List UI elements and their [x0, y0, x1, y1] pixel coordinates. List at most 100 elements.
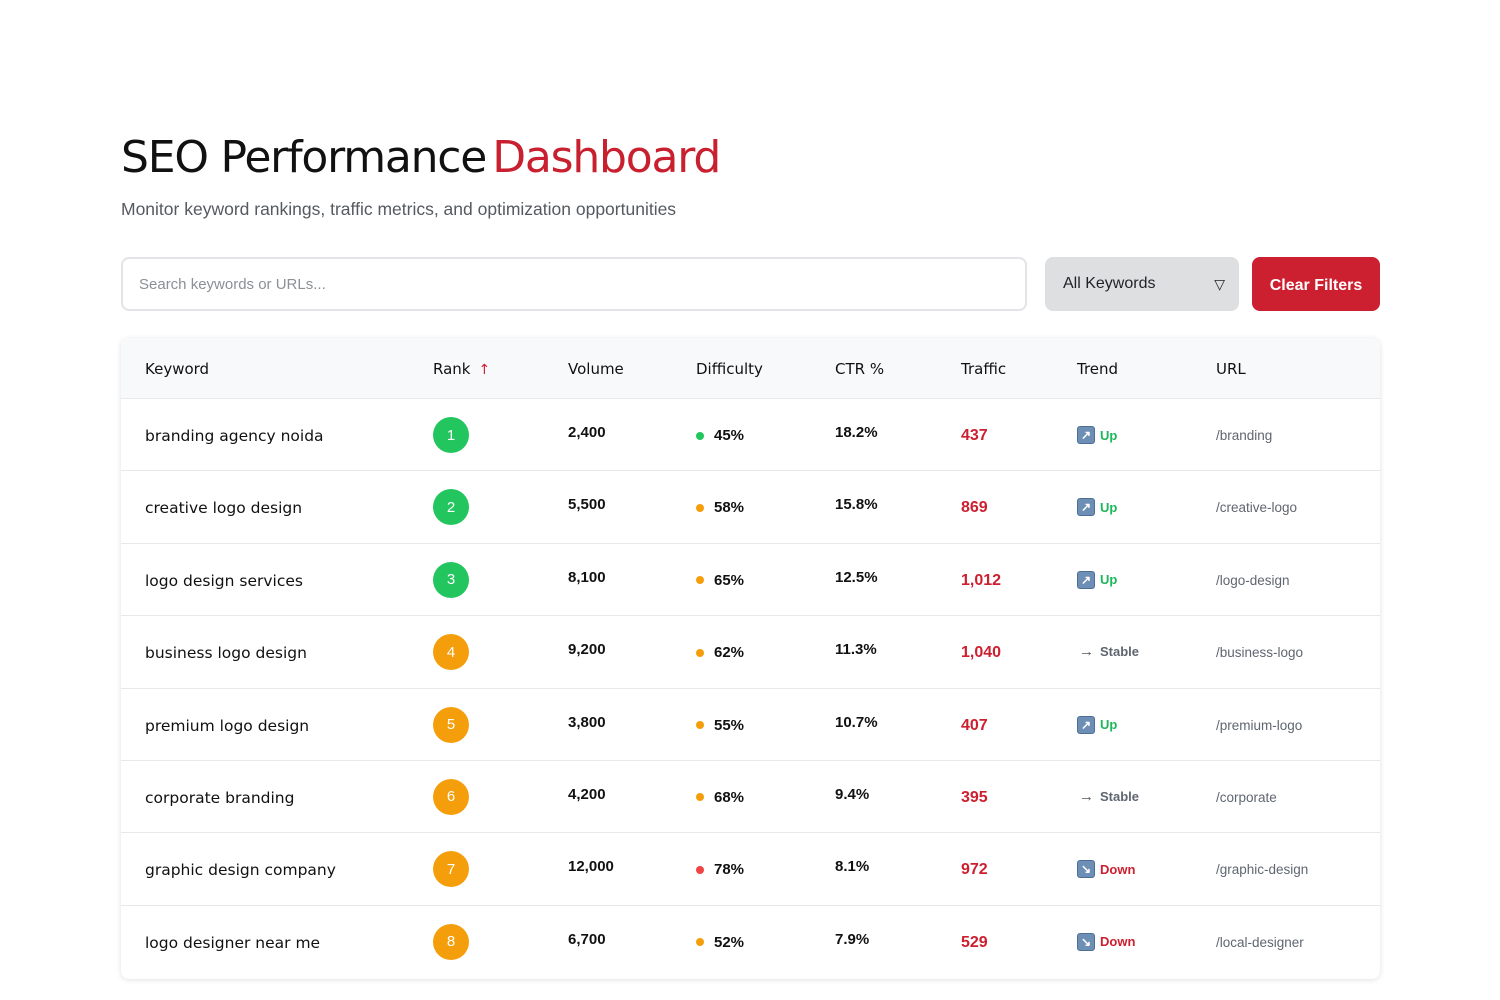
- difficulty-dot-icon: [696, 648, 704, 657]
- difficulty-cell: 62%: [696, 644, 744, 661]
- url-link[interactable]: /branding: [1216, 428, 1273, 443]
- table-row[interactable]: logo design services 3 8,100 65% 12.5% 1,012 ↗…: [121, 544, 1380, 617]
- chevron-down-icon: ▽: [1214, 276, 1225, 292]
- difficulty-dot-icon: [696, 793, 704, 802]
- trend-cell: ↗ Up: [1077, 426, 1117, 444]
- ctr-cell: 18.2%: [835, 424, 878, 441]
- difficulty-dot-icon: [696, 721, 704, 730]
- difficulty-cell: 65%: [696, 572, 744, 589]
- table-row[interactable]: logo designer near me 8 6,700 52% 7.9% 529 ↘ Do…: [121, 906, 1380, 978]
- difficulty-cell: 58%: [696, 499, 744, 516]
- trend-label: Up: [1100, 499, 1118, 515]
- traffic-cell: 869: [961, 499, 988, 517]
- traffic-cell: 1,040: [961, 644, 1002, 662]
- page-subtitle: Monitor keyword rankings, traffic metric…: [121, 199, 677, 219]
- trend-label: Up: [1100, 427, 1118, 443]
- difficulty-value: 52%: [714, 933, 745, 951]
- difficulty-dot-icon: [696, 576, 704, 585]
- column-header-trend[interactable]: Trend: [1077, 360, 1119, 378]
- rank-badge: 8: [433, 923, 469, 960]
- column-header-difficulty[interactable]: Difficulty: [696, 360, 763, 378]
- table-row[interactable]: branding agency noida 1 2,400 45% 18.2% 437 ↗ U…: [121, 399, 1380, 472]
- keyword-cell: graphic design company: [145, 861, 336, 880]
- difficulty-dot-icon: [696, 938, 704, 947]
- url-link[interactable]: /premium-logo: [1216, 717, 1303, 733]
- keyword-cell: business logo design: [145, 644, 307, 663]
- volume-cell: 6,700: [568, 930, 606, 948]
- page-title-main: SEO Performance: [121, 132, 487, 183]
- volume-cell: 4,200: [568, 785, 606, 803]
- column-header-url[interactable]: URL: [1216, 360, 1246, 378]
- column-header-rank[interactable]: Rank ↑: [433, 360, 490, 378]
- difficulty-value: 68%: [714, 788, 745, 806]
- volume-cell: 8,100: [568, 568, 606, 586]
- traffic-cell: 972: [961, 861, 988, 879]
- ctr-cell: 8.1%: [835, 858, 870, 876]
- table-row[interactable]: graphic design company 7 12,000 78% 8.1% 972 ↘…: [121, 833, 1380, 906]
- url-link[interactable]: /graphic-design: [1216, 862, 1309, 878]
- ctr-cell: 10.7%: [835, 713, 878, 731]
- difficulty-dot-icon: [696, 865, 704, 874]
- search-input[interactable]: [121, 257, 1027, 311]
- difficulty-value: 78%: [714, 861, 745, 879]
- difficulty-cell: 45%: [696, 427, 744, 444]
- traffic-cell: 437: [961, 427, 988, 444]
- url-link[interactable]: /creative-logo: [1216, 500, 1298, 516]
- url-link[interactable]: /logo-design: [1216, 572, 1290, 588]
- table-row[interactable]: creative logo design 2 5,500 58% 15.8% 869 ↗ Up…: [121, 471, 1380, 544]
- keyword-cell: logo designer near me: [145, 933, 321, 952]
- rank-badge: 5: [433, 706, 469, 743]
- trend-cell: ↗ Up: [1077, 570, 1118, 589]
- trend-down-icon: ↘: [1077, 932, 1095, 951]
- ctr-cell: 12.5%: [835, 568, 878, 586]
- trend-up-icon: ↗: [1077, 426, 1095, 444]
- trend-label: Up: [1100, 572, 1118, 588]
- rank-badge: 1: [433, 417, 469, 453]
- difficulty-cell: 55%: [696, 717, 744, 734]
- column-header-ctr[interactable]: CTR %: [835, 360, 885, 378]
- filter-toolbar: All Keywords ▽ Clear Filters: [121, 257, 1380, 311]
- difficulty-cell: 68%: [696, 789, 744, 806]
- table-row[interactable]: premium logo design 5 3,800 55% 10.7% 407 ↗ Up /…: [121, 689, 1380, 761]
- traffic-cell: 395: [961, 788, 988, 806]
- keyword-cell: premium logo design: [145, 716, 310, 735]
- keyword-cell: corporate branding: [145, 788, 295, 807]
- keyword-cell: logo design services: [145, 571, 303, 590]
- trend-cell: ↗ Up: [1077, 498, 1118, 517]
- trend-stable-icon: →: [1079, 643, 1094, 661]
- rank-badge: 3: [433, 561, 469, 598]
- ctr-cell: 11.3%: [835, 641, 877, 659]
- volume-cell: 9,200: [568, 641, 606, 659]
- traffic-cell: 529: [961, 933, 988, 951]
- column-header-traffic[interactable]: Traffic: [961, 360, 1007, 378]
- column-header-volume[interactable]: Volume: [568, 360, 624, 378]
- url-link[interactable]: /corporate: [1216, 789, 1277, 805]
- trend-label: Up: [1100, 717, 1118, 733]
- ctr-cell: 9.4%: [835, 785, 870, 803]
- table-row[interactable]: business logo design 4 9,200 62% 11.3% 1,040 →…: [121, 616, 1380, 689]
- keyword-filter-select[interactable]: All Keywords ▽: [1045, 257, 1239, 311]
- url-link[interactable]: /local-designer: [1216, 934, 1304, 950]
- trend-up-icon: ↗: [1077, 715, 1095, 734]
- volume-cell: 5,500: [568, 496, 606, 514]
- dashboard-page: SEO Performance Dashboard Monitor keyword…: [121, 132, 1380, 979]
- rank-badge: 7: [433, 851, 469, 888]
- difficulty-cell: 52%: [696, 934, 744, 951]
- rank-badge: 6: [433, 778, 469, 815]
- trend-label: Down: [1100, 934, 1136, 950]
- volume-cell: 3,800: [568, 713, 606, 731]
- clear-filters-button[interactable]: Clear Filters: [1252, 257, 1380, 311]
- trend-label: Stable: [1100, 644, 1140, 660]
- table-row[interactable]: corporate branding 6 4,200 68% 9.4% 395 → Stabl…: [121, 761, 1380, 834]
- trend-cell: → Stable: [1077, 788, 1139, 805]
- url-link[interactable]: /business-logo: [1216, 645, 1304, 661]
- column-header-keyword[interactable]: Keyword: [145, 360, 210, 378]
- rank-badge: 4: [433, 634, 469, 671]
- trend-down-icon: ↘: [1077, 860, 1095, 879]
- keyword-cell: creative logo design: [145, 499, 303, 518]
- trend-cell: → Stable: [1077, 643, 1139, 660]
- difficulty-value: 45%: [714, 427, 745, 444]
- trend-up-icon: ↗: [1077, 570, 1095, 589]
- ctr-cell: 15.8%: [835, 496, 878, 514]
- trend-cell: ↘ Down: [1077, 860, 1135, 879]
